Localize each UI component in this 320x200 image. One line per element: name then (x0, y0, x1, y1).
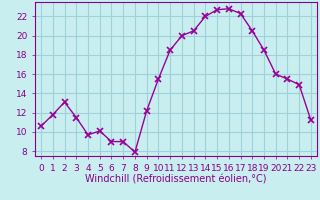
X-axis label: Windchill (Refroidissement éolien,°C): Windchill (Refroidissement éolien,°C) (85, 174, 267, 184)
